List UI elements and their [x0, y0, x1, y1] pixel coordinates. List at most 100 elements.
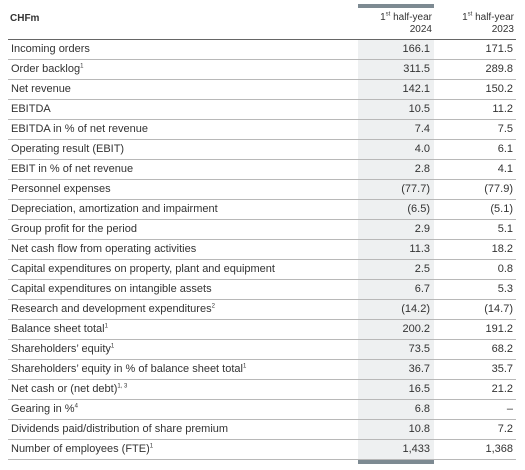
value-2024: 1,433 [402, 443, 430, 455]
value-2024: (77.7) [401, 183, 430, 195]
table-row: Net cash flow from operating activities 1… [8, 240, 516, 260]
column-highlight-bar-top [358, 4, 434, 8]
highlight-cell [358, 380, 434, 399]
value-2024: 11.3 [409, 243, 430, 255]
row-label-text: Shareholders’ equity [11, 343, 111, 355]
highlight-cell [358, 320, 434, 339]
table-row: Personnel expenses (77.7) (77.9) [8, 180, 516, 200]
table-row: EBITDA in % of net revenue 7.4 7.5 [8, 120, 516, 140]
currency-label: CHFm [10, 13, 40, 24]
table-row: Shareholders’ equity in % of balance she… [8, 360, 516, 380]
row-label-text: Incoming orders [11, 43, 90, 55]
highlight-cell [358, 240, 434, 259]
highlight-cell [358, 160, 434, 179]
key-figures-table: Incoming orders 166.1 171.5 Order backlog1 3… [8, 40, 516, 460]
value-2023: 171.5 [485, 43, 513, 55]
row-label-text: Personnel expenses [11, 183, 111, 195]
row-label: Personnel expenses [11, 183, 111, 195]
highlight-cell [358, 440, 434, 459]
value-2024: 16.5 [408, 383, 430, 395]
row-label: EBITDA in % of net revenue [11, 123, 148, 135]
value-2023: 11.2 [492, 103, 513, 115]
table-row: Net cash or (net debt)1, 3 16.5 21.2 [8, 380, 516, 400]
value-2024: (14.2) [401, 303, 430, 315]
highlight-cell [358, 100, 434, 119]
highlight-cell [358, 260, 434, 279]
highlight-cell [358, 120, 434, 139]
value-2023: 5.3 [497, 283, 513, 295]
value-2024: 2.8 [414, 163, 430, 175]
value-2023: 6.1 [497, 143, 513, 155]
footnote-marker: 1 [80, 63, 84, 70]
table-row: Dividends paid/distribution of share pre… [8, 420, 516, 440]
highlight-cell [358, 40, 434, 59]
row-label-text: Capital expenditures on property, plant … [11, 263, 275, 275]
row-label: Group profit for the period [11, 223, 137, 235]
highlight-cell [358, 400, 434, 419]
highlight-cell [358, 200, 434, 219]
footnote-marker: 4 [74, 403, 78, 410]
highlight-cell [358, 140, 434, 159]
table-row: Order backlog1 311.5 289.8 [8, 60, 516, 80]
row-label-text: Group profit for the period [11, 223, 137, 235]
header-rule [8, 39, 516, 40]
highlight-cell [358, 280, 434, 299]
value-2023: – [506, 403, 513, 415]
row-label: Depreciation, amortization and impairmen… [11, 203, 218, 215]
row-label: Incoming orders [11, 43, 90, 55]
table-row: Shareholders’ equity1 73.5 68.2 [8, 340, 516, 360]
row-label: Capital expenditures on property, plant … [11, 263, 275, 275]
footnote-marker: 1, 3 [117, 383, 128, 390]
column-header-2024: 1st half-year 2024 [380, 11, 432, 35]
row-label-text: Operating result (EBIT) [11, 143, 125, 155]
value-2023: 68.2 [491, 343, 513, 355]
value-2023: (14.7) [484, 303, 513, 315]
row-label: Number of employees (FTE)1 [11, 443, 153, 455]
highlight-cell [358, 360, 434, 379]
column-header-2023: 1st half-year 2023 [462, 11, 514, 35]
row-label-text: Number of employees (FTE) [11, 443, 150, 455]
value-2024: 2.5 [414, 263, 430, 275]
value-2024: 311.5 [403, 63, 430, 75]
table-row: Capital expenditures on property, plant … [8, 260, 516, 280]
table-row: Incoming orders 166.1 171.5 [8, 40, 516, 60]
row-label: Order backlog1 [11, 63, 83, 75]
value-2024: 6.8 [414, 403, 430, 415]
value-2023: 4.1 [497, 163, 513, 175]
footnote-marker: 2 [211, 303, 215, 310]
value-2023: 5.1 [497, 223, 513, 235]
value-2024: 166.1 [402, 43, 430, 55]
value-2024: 2.9 [414, 223, 430, 235]
footnote-marker: 1 [104, 323, 108, 330]
row-label: Net cash flow from operating activities [11, 243, 196, 255]
value-2024: 10.5 [408, 103, 430, 115]
table-row: Group profit for the period 2.9 5.1 [8, 220, 516, 240]
value-2024: 10.8 [408, 423, 430, 435]
table-row: EBITDA 10.5 11.2 [8, 100, 516, 120]
footnote-marker: 1 [149, 443, 154, 450]
row-label-text: EBITDA [11, 103, 51, 115]
row-label-text: Net cash or (net debt) [11, 383, 118, 395]
footnote-marker: 1 [110, 343, 115, 350]
value-2024: 7.4 [414, 123, 430, 135]
highlight-cell [358, 420, 434, 439]
row-label-text: Net cash flow from operating activities [11, 243, 197, 255]
row-label: Net cash or (net debt)1, 3 [11, 383, 127, 395]
row-label: Capital expenditures on intangible asset… [11, 283, 212, 295]
value-2023: 21.2 [491, 383, 513, 395]
value-2023: 1,368 [485, 443, 513, 455]
row-label: Shareholders’ equity1 [11, 343, 114, 355]
row-label-text: Dividends paid/distribution of share pre… [11, 423, 229, 435]
table-row: Balance sheet total1 200.2 191.2 [8, 320, 516, 340]
table-row: Operating result (EBIT) 4.0 6.1 [8, 140, 516, 160]
row-label-text: Capital expenditures on intangible asset… [11, 283, 212, 295]
highlight-cell [358, 80, 434, 99]
value-2024: (6.5) [407, 203, 430, 215]
value-2024: 4.0 [414, 143, 430, 155]
row-label: EBIT in % of net revenue [11, 163, 133, 175]
value-2023: 35.7 [491, 363, 513, 375]
highlight-cell [358, 180, 434, 199]
row-label: Operating result (EBIT) [11, 143, 124, 155]
row-label: Research and development expenditures2 [11, 303, 215, 315]
highlight-cell [358, 60, 434, 79]
